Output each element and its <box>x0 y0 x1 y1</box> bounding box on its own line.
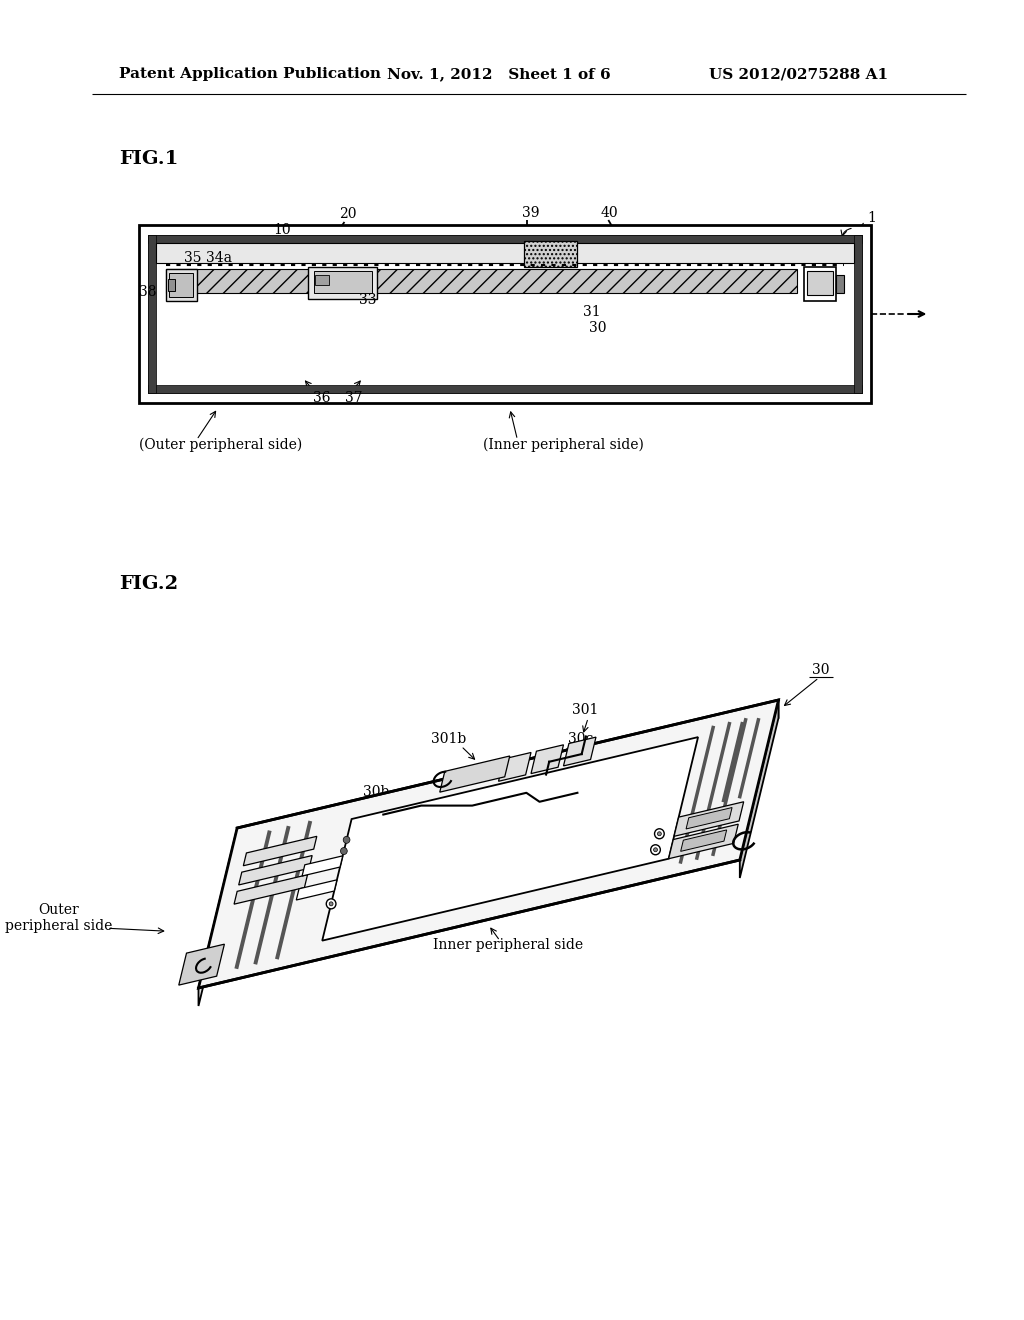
Text: 20: 20 <box>339 207 356 220</box>
Polygon shape <box>323 737 698 941</box>
Polygon shape <box>439 756 510 792</box>
Bar <box>148 235 861 393</box>
Text: 33: 33 <box>359 293 377 308</box>
Circle shape <box>653 847 657 851</box>
Bar <box>166 269 197 301</box>
Bar <box>156 243 854 263</box>
Circle shape <box>341 847 347 854</box>
Circle shape <box>650 845 660 855</box>
Bar <box>308 267 377 300</box>
Polygon shape <box>499 752 531 781</box>
Bar <box>837 275 844 293</box>
Text: FIG.2: FIG.2 <box>119 576 178 593</box>
Bar <box>854 235 861 393</box>
Bar <box>313 271 372 293</box>
Bar <box>148 235 861 243</box>
Text: 30c: 30c <box>567 733 593 746</box>
Text: Outer
peripheral side: Outer peripheral side <box>5 903 113 933</box>
Polygon shape <box>686 808 732 829</box>
Text: FIG.1: FIG.1 <box>119 150 178 168</box>
Text: 30a: 30a <box>199 962 225 977</box>
Text: 40: 40 <box>601 206 618 220</box>
Text: 35: 35 <box>184 251 202 265</box>
Text: US 2012/0275288 A1: US 2012/0275288 A1 <box>709 67 888 81</box>
Bar <box>804 267 837 301</box>
Polygon shape <box>244 837 316 866</box>
Polygon shape <box>239 855 312 884</box>
Text: 301: 301 <box>248 834 274 847</box>
Text: 301b: 301b <box>431 733 466 746</box>
Polygon shape <box>674 801 743 837</box>
Polygon shape <box>179 944 224 985</box>
Circle shape <box>329 902 333 906</box>
Polygon shape <box>296 880 337 900</box>
Polygon shape <box>739 700 778 878</box>
Bar <box>168 279 175 290</box>
Polygon shape <box>563 737 596 766</box>
Polygon shape <box>234 875 307 904</box>
Text: 10: 10 <box>273 223 291 238</box>
Text: (Outer peripheral side): (Outer peripheral side) <box>138 438 302 453</box>
Text: 1: 1 <box>867 211 877 224</box>
Bar <box>138 224 871 403</box>
Text: 30b: 30b <box>364 785 390 800</box>
Text: 38: 38 <box>138 285 156 300</box>
Text: Nov. 1, 2012   Sheet 1 of 6: Nov. 1, 2012 Sheet 1 of 6 <box>387 67 610 81</box>
Text: 31: 31 <box>584 305 601 319</box>
Text: 39: 39 <box>522 206 540 220</box>
Text: Inner peripheral side: Inner peripheral side <box>433 939 583 952</box>
Circle shape <box>657 832 662 836</box>
Text: 301a: 301a <box>424 830 459 845</box>
Circle shape <box>343 837 350 843</box>
Polygon shape <box>199 700 778 987</box>
Bar <box>166 269 797 293</box>
Polygon shape <box>669 824 738 859</box>
Polygon shape <box>238 700 778 846</box>
Text: 30: 30 <box>589 321 606 335</box>
Bar <box>170 273 193 297</box>
Text: 34a: 34a <box>206 251 232 265</box>
Bar <box>148 235 156 393</box>
Text: 301: 301 <box>572 702 598 717</box>
Text: 30: 30 <box>812 663 829 677</box>
Text: 37: 37 <box>345 391 364 405</box>
Circle shape <box>654 829 665 838</box>
Circle shape <box>327 899 336 909</box>
Bar <box>524 242 578 267</box>
Bar <box>808 271 833 294</box>
Polygon shape <box>531 744 563 774</box>
Polygon shape <box>302 855 343 876</box>
Bar <box>148 385 861 393</box>
Polygon shape <box>681 830 727 851</box>
Text: Patent Application Publication: Patent Application Publication <box>119 67 381 81</box>
Text: 36: 36 <box>312 391 330 405</box>
Text: (Inner peripheral side): (Inner peripheral side) <box>482 438 643 453</box>
Bar <box>315 275 329 285</box>
Polygon shape <box>199 828 238 1006</box>
